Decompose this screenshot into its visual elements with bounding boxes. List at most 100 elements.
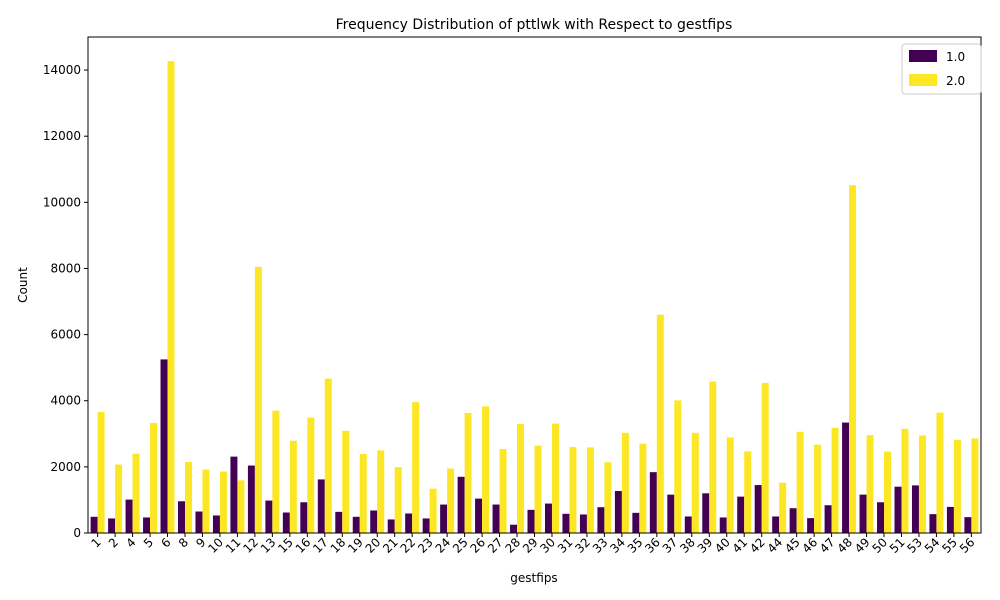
bar-series-2-49 — [866, 435, 874, 533]
bar-series-1-21 — [387, 519, 395, 533]
bar-series-1-54 — [929, 514, 937, 533]
legend: 1.0 2.0 — [901, 43, 982, 95]
bar-series-2-9 — [202, 469, 210, 533]
bar-series-1-25 — [457, 476, 465, 533]
bar-series-1-26 — [475, 498, 483, 533]
x-tick-label-1: 1 — [88, 535, 103, 550]
bar-series-2-46 — [814, 444, 822, 533]
bar-series-1-27 — [492, 504, 500, 533]
y-axis-label: Count — [16, 267, 30, 303]
bar-series-1-17 — [317, 479, 325, 533]
legend-swatch-series-2 — [909, 74, 937, 86]
bar-series-1-28 — [510, 524, 518, 533]
bar-series-2-50 — [884, 451, 891, 533]
y-tick-label-12000: 12000 — [43, 129, 81, 143]
bar-series-1-50 — [877, 502, 885, 533]
bar-series-1-30 — [544, 503, 552, 533]
bar-series-2-30 — [551, 423, 559, 533]
bar-series-2-42 — [761, 382, 769, 533]
bar-series-1-5 — [143, 517, 151, 533]
bar-series-2-1 — [97, 411, 105, 533]
bar-series-2-24 — [447, 468, 455, 533]
bar-series-2-45 — [796, 431, 804, 533]
bar-series-1-42 — [754, 485, 762, 533]
bar-series-1-23 — [422, 518, 430, 533]
bar-series-1-18 — [335, 511, 343, 533]
x-tick-label-2: 2 — [106, 535, 121, 550]
bar-series-2-8 — [184, 461, 192, 533]
bar-series-2-20 — [377, 450, 385, 533]
bar-series-2-33 — [604, 462, 612, 533]
bar-series-1-32 — [579, 514, 587, 533]
bar-series-2-23 — [429, 488, 437, 533]
bar-series-1-12 — [247, 465, 255, 533]
bar-series-2-56 — [971, 438, 979, 533]
bar-series-1-37 — [667, 494, 675, 533]
legend-label-series-1: 1.0 — [946, 50, 965, 64]
bar-series-1-31 — [562, 513, 570, 533]
bar-series-1-22 — [405, 513, 413, 533]
bar-series-1-9 — [195, 511, 203, 533]
bars-layer — [90, 61, 979, 533]
bar-series-2-15 — [289, 440, 297, 533]
bar-series-1-38 — [684, 516, 692, 533]
bar-series-2-31 — [569, 447, 577, 533]
bar-series-1-6 — [160, 359, 168, 533]
bar-series-2-6 — [167, 61, 175, 533]
chart-title: Frequency Distribution of pttlwk with Re… — [336, 17, 733, 33]
bar-series-1-56 — [964, 517, 972, 533]
bar-series-2-53 — [918, 435, 926, 533]
legend-swatch-series-1 — [909, 50, 937, 62]
bar-series-1-48 — [842, 422, 850, 533]
y-tick-label-14000: 14000 — [43, 63, 81, 77]
bar-series-1-4 — [125, 499, 133, 533]
bar-series-2-28 — [517, 423, 525, 533]
x-tick-label-8: 8 — [176, 535, 191, 550]
y-tick-label-2000: 2000 — [50, 460, 81, 474]
bar-series-2-38 — [691, 432, 699, 533]
bar-series-2-2 — [115, 464, 123, 533]
bar-series-1-2 — [108, 518, 116, 533]
y-tick-label-10000: 10000 — [43, 195, 81, 209]
bar-series-1-51 — [894, 486, 902, 533]
bar-series-2-36 — [656, 314, 664, 533]
bar-series-1-1 — [90, 516, 98, 533]
bar-series-2-55 — [953, 439, 961, 533]
x-tick-label-5: 5 — [141, 535, 156, 550]
bar-series-1-36 — [649, 472, 657, 533]
bar-series-2-11 — [237, 480, 245, 533]
bar-series-1-29 — [527, 509, 535, 533]
bar-series-2-17 — [324, 378, 332, 533]
bar-series-2-16 — [307, 417, 315, 533]
bar-series-2-19 — [359, 453, 367, 533]
y-tick-label-0: 0 — [73, 526, 81, 540]
bar-series-1-45 — [789, 508, 797, 533]
x-tick-label-6: 6 — [158, 535, 173, 550]
bar-series-2-40 — [726, 437, 734, 533]
bar-series-2-32 — [586, 447, 594, 533]
bar-series-2-51 — [901, 428, 909, 533]
bar-series-2-47 — [831, 427, 839, 533]
bar-series-2-26 — [482, 406, 490, 533]
bar-series-1-13 — [265, 500, 273, 533]
bar-series-1-55 — [946, 506, 954, 533]
x-tick-label-56: 56 — [957, 535, 978, 556]
bar-series-1-53 — [911, 485, 919, 533]
x-axis-label: gestfips — [510, 571, 557, 585]
bar-series-1-49 — [859, 494, 867, 533]
bar-series-2-22 — [412, 402, 420, 533]
bar-series-1-47 — [824, 505, 832, 533]
bar-series-1-41 — [737, 496, 745, 533]
y-tick-label-8000: 8000 — [50, 261, 81, 275]
bar-series-1-8 — [178, 501, 185, 533]
bar-series-1-10 — [212, 515, 220, 533]
bar-series-2-48 — [849, 185, 857, 533]
bar-series-2-18 — [342, 430, 350, 533]
bar-series-1-40 — [719, 517, 727, 533]
y-tick-label-6000: 6000 — [50, 328, 81, 342]
bar-series-2-13 — [272, 410, 280, 533]
legend-label-series-2: 2.0 — [946, 74, 965, 88]
bar-series-2-35 — [639, 443, 647, 533]
